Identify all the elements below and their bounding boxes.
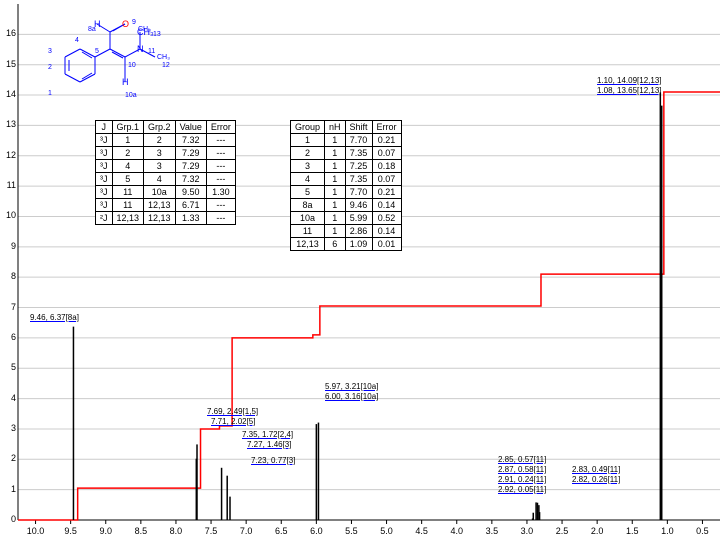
atom-label: 2 xyxy=(48,64,52,71)
peak-annotation: 7.69, 2.49[1,5] xyxy=(207,407,258,416)
y-tick-label: 2 xyxy=(2,453,16,463)
y-tick-label: 5 xyxy=(2,362,16,372)
atom-label: 10a xyxy=(125,92,137,99)
y-tick-label: 4 xyxy=(2,393,16,403)
peak-annotation: 7.27, 1.46[3] xyxy=(247,440,291,449)
x-tick-label: 1.0 xyxy=(661,526,674,536)
peak-annotation: 1.10, 14.09[12,13] xyxy=(597,76,662,85)
y-tick-label: 10 xyxy=(2,210,16,220)
y-tick-label: 16 xyxy=(2,28,16,38)
x-tick-label: 7.5 xyxy=(205,526,218,536)
y-tick-label: 12 xyxy=(2,150,16,160)
peak-annotation: 5.97, 3.21[10a] xyxy=(325,382,378,391)
peak-annotation: 6.00, 3.16[10a] xyxy=(325,392,378,401)
peak-annotation: 2.92, 0.05[11] xyxy=(498,485,546,494)
x-tick-label: 1.5 xyxy=(626,526,639,536)
x-tick-label: 4.5 xyxy=(415,526,428,536)
x-tick-label: 0.5 xyxy=(696,526,709,536)
atom-label: CH₃ xyxy=(138,26,151,33)
peak-annotation: 2.83, 0.49[11] xyxy=(572,465,620,474)
peak-annotation: 2.91, 0.24[11] xyxy=(498,475,546,484)
y-tick-label: 9 xyxy=(2,241,16,251)
y-tick-label: 0 xyxy=(2,514,16,524)
atom-label: 4 xyxy=(75,37,79,44)
x-tick-label: 6.5 xyxy=(275,526,288,536)
atom-label: CH₃ xyxy=(157,54,170,61)
x-tick-label: 9.0 xyxy=(99,526,112,536)
atom-label: 5 xyxy=(95,48,99,55)
y-tick-label: 8 xyxy=(2,271,16,281)
x-tick-label: 5.0 xyxy=(380,526,393,536)
atom-label: 11 xyxy=(148,48,155,55)
x-tick-label: 10.0 xyxy=(27,526,45,536)
x-tick-label: 9.5 xyxy=(64,526,77,536)
y-tick-label: 3 xyxy=(2,423,16,433)
x-tick-label: 4.0 xyxy=(450,526,463,536)
x-tick-label: 6.0 xyxy=(310,526,323,536)
atom-label: 12 xyxy=(162,62,170,69)
svg-text:N: N xyxy=(137,44,144,54)
peak-annotation: 2.82, 0.26[11] xyxy=(572,475,620,484)
peak-annotation: 9.46, 6.37[8a] xyxy=(30,313,79,322)
peak-annotation: 7.35, 1.72[2,4] xyxy=(242,430,293,439)
x-tick-label: 7.0 xyxy=(240,526,253,536)
y-tick-label: 7 xyxy=(2,302,16,312)
y-tick-label: 13 xyxy=(2,119,16,129)
peak-annotation: 7.23, 0.77[3] xyxy=(251,456,295,465)
y-tick-label: 6 xyxy=(2,332,16,342)
atom-label: 13 xyxy=(153,31,161,38)
shift-table: GroupnHShiftError117.700.21217.350.07317… xyxy=(290,120,402,251)
x-tick-label: 2.0 xyxy=(591,526,604,536)
y-tick-label: 1 xyxy=(2,484,16,494)
atom-label: 9 xyxy=(132,19,136,26)
x-tick-label: 8.0 xyxy=(170,526,183,536)
peak-annotation: 2.85, 0.57[11] xyxy=(498,455,546,464)
x-tick-label: 8.5 xyxy=(135,526,148,536)
atom-label: 1 xyxy=(48,90,52,97)
peak-annotation: 2.87, 0.58[11] xyxy=(498,465,546,474)
atom-label: 10 xyxy=(128,62,136,69)
y-tick-label: 15 xyxy=(2,59,16,69)
x-tick-label: 5.5 xyxy=(345,526,358,536)
y-tick-label: 14 xyxy=(2,89,16,99)
svg-text:O: O xyxy=(122,19,129,29)
peak-annotation: 7.71, 2.02[5] xyxy=(211,417,255,426)
y-tick-label: 11 xyxy=(2,180,16,190)
x-tick-label: 3.5 xyxy=(486,526,499,536)
peak-annotation: 1.08, 13.65[12,13] xyxy=(597,86,662,95)
atom-label: 8a xyxy=(88,26,96,33)
atom-label: 3 xyxy=(48,48,52,55)
svg-text:H: H xyxy=(122,77,129,87)
x-tick-label: 3.0 xyxy=(521,526,534,536)
x-tick-label: 2.5 xyxy=(556,526,569,536)
j-coupling-table: JGrp.1Grp.2ValueError³J127.32---³J237.29… xyxy=(95,120,236,225)
